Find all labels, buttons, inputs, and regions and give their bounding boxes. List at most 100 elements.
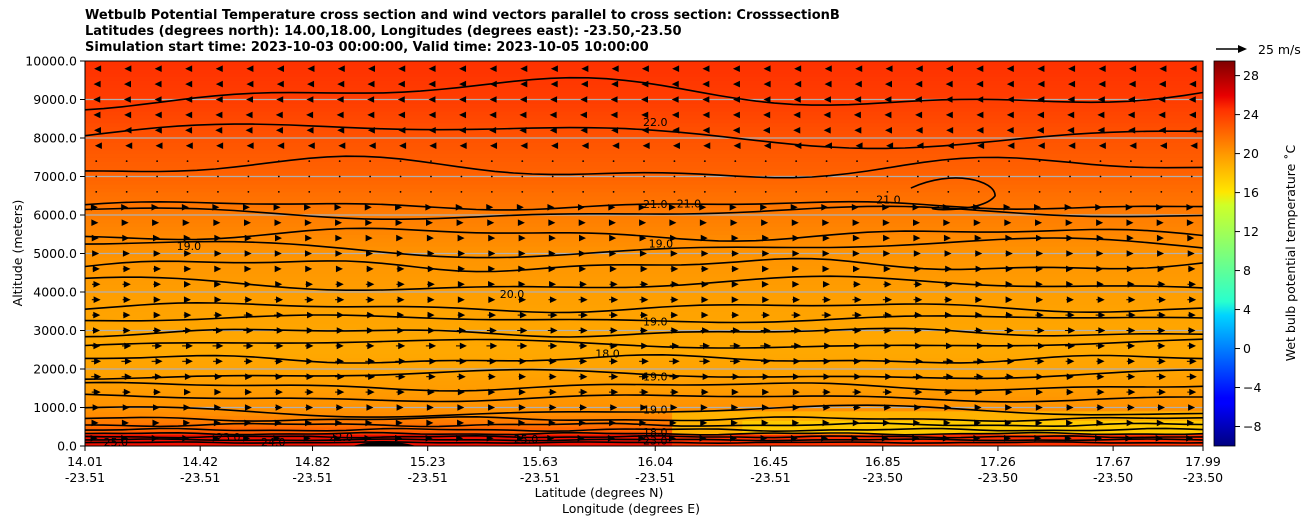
- chart-title: Wetbulb Potential Temperature cross sect…: [85, 8, 840, 56]
- wind-vector: [578, 250, 586, 257]
- colorbar-label: Wet bulb potential temperature ˚C: [1283, 144, 1298, 361]
- temperature-band: [85, 138, 1203, 143]
- title-line-3: Simulation start time: 2023-10-03 00:00:…: [85, 40, 649, 55]
- wind-vector: [578, 296, 588, 303]
- wind-vector: [155, 142, 163, 149]
- wind-vector: [92, 265, 100, 273]
- wind-vector: [582, 191, 585, 193]
- wind-vector: [945, 111, 953, 119]
- wind-vector: [1187, 327, 1196, 334]
- wind-vector: [1098, 65, 1106, 72]
- wind-vector: [609, 311, 619, 319]
- wind-vector: [760, 358, 771, 365]
- wind-vector: [1156, 311, 1166, 319]
- wind-vector: [550, 96, 558, 103]
- wind-vector: [1098, 142, 1106, 149]
- wind-vector: [824, 142, 832, 149]
- wind-vector: [1035, 311, 1044, 319]
- wind-vector: [1003, 204, 1011, 211]
- wind-vector: [1099, 191, 1102, 193]
- wind-vector: [608, 373, 619, 380]
- wind-vector: [1128, 80, 1136, 88]
- wind-vector: [944, 311, 952, 319]
- colorbar: −8 −4 0 4 8 12 16 20 24 28 Wet bulb potential tem…: [1213, 60, 1298, 447]
- wind-vector: [942, 435, 950, 442]
- wind-vector: [882, 204, 890, 211]
- y-tick-label: 2000.0: [33, 362, 77, 377]
- temperature-band: [85, 230, 1203, 235]
- wind-vector: [518, 234, 526, 242]
- wind-vector: [426, 373, 436, 380]
- temperature-band: [85, 322, 1203, 328]
- wind-vector: [488, 388, 496, 396]
- wind-vector: [609, 265, 617, 273]
- wind-vector: [1186, 373, 1197, 380]
- wind-vector: [548, 342, 558, 350]
- wind-vector: [366, 404, 374, 411]
- wind-vector: [425, 219, 433, 226]
- wind-vector: [1004, 373, 1014, 380]
- wind-vector: [1129, 65, 1137, 72]
- wind-vector: [1188, 404, 1196, 411]
- wind-vector: [184, 281, 192, 288]
- wind-vector: [92, 327, 101, 334]
- contour-label: 25.0: [514, 433, 539, 446]
- wind-vector: [93, 80, 101, 88]
- wind-vector: [1004, 327, 1014, 334]
- colorbar-tick-label: −8: [1243, 419, 1261, 434]
- wind-vector: [607, 435, 615, 442]
- wind-vector: [702, 80, 710, 88]
- wind-vector: [457, 404, 465, 411]
- wind-vector: [762, 234, 770, 242]
- wind-vector: [1064, 342, 1076, 350]
- wind-vector: [303, 435, 311, 442]
- wind-vector: [851, 204, 859, 211]
- wind-vector: [304, 250, 312, 257]
- wind-vector: [943, 419, 951, 427]
- wind-vector: [914, 265, 922, 273]
- wind-vector: [639, 281, 649, 288]
- wind-vector: [821, 204, 829, 211]
- wind-vector: [215, 96, 223, 103]
- wind-vector: [673, 175, 676, 178]
- wind-vector: [763, 96, 771, 103]
- wind-vector: [247, 160, 250, 163]
- wind-vector: [244, 281, 252, 288]
- quiver-key: 25 m/s: [1216, 42, 1301, 57]
- wind-vector: [732, 96, 740, 103]
- wind-vector: [1187, 388, 1197, 396]
- wind-vector: [1187, 234, 1195, 242]
- wind-vector: [822, 404, 831, 411]
- wind-vector: [821, 327, 832, 334]
- wind-vector: [92, 250, 100, 257]
- wind-vector: [125, 142, 133, 149]
- wind-vector: [1034, 204, 1042, 211]
- wind-vector: [396, 234, 404, 242]
- contour-label: 22.0: [643, 116, 668, 129]
- wind-vector: [976, 80, 984, 88]
- wind-vector: [732, 80, 740, 88]
- wind-vector: [214, 265, 222, 273]
- wind-vector: [518, 265, 526, 273]
- colorbar-tick-label: 4: [1243, 302, 1251, 317]
- wind-vector: [608, 204, 616, 211]
- wind-vector: [1068, 142, 1076, 149]
- wind-vector: [213, 358, 223, 365]
- wind-vector: [852, 373, 862, 380]
- wind-vector: [884, 127, 892, 134]
- wind-vector: [488, 296, 496, 303]
- wind-vector: [791, 219, 799, 226]
- contour-label: 18.0: [595, 348, 620, 361]
- wind-vector: [638, 204, 646, 211]
- wind-vector: [549, 281, 557, 288]
- wind-vector: [152, 419, 160, 427]
- x-tick-label-lat: 14.42: [182, 454, 218, 469]
- wind-vector: [1096, 265, 1104, 273]
- wind-vector: [369, 191, 372, 193]
- wind-vector: [551, 142, 559, 149]
- wind-vector: [456, 435, 464, 442]
- wind-vector: [793, 111, 801, 119]
- wind-vector: [275, 111, 283, 119]
- x-axis-label: Latitude (degrees N): [535, 485, 664, 500]
- wind-vector: [395, 435, 403, 442]
